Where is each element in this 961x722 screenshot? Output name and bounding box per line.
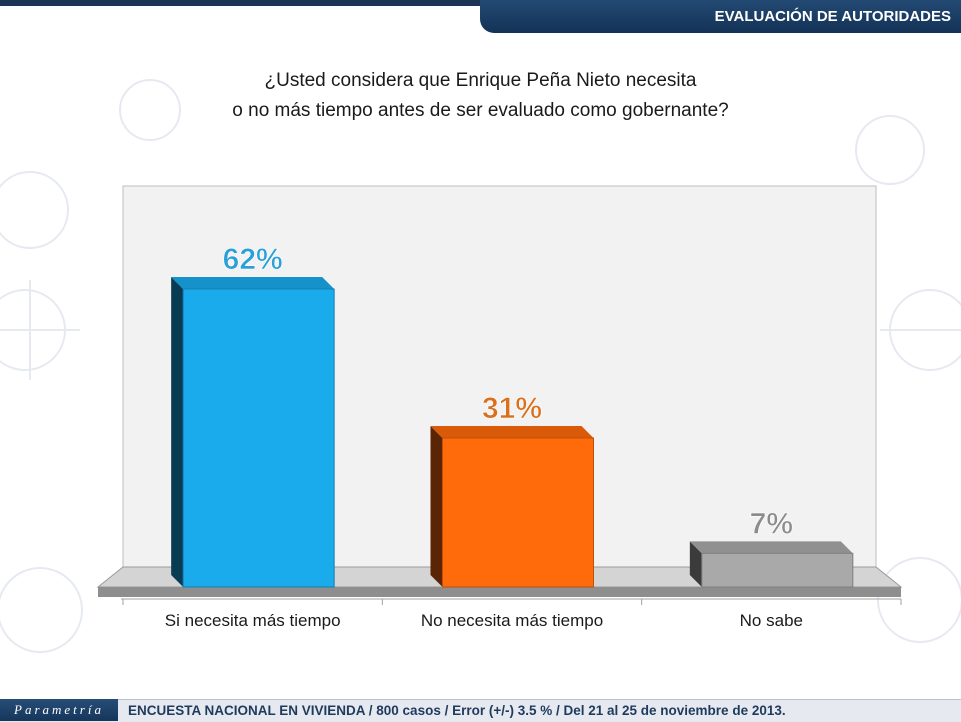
footer-brand: Parametría — [14, 702, 104, 717]
bar-value-label: 31% — [482, 392, 542, 425]
question-line-2: o no más tiempo antes de ser evaluado co… — [232, 100, 729, 121]
footer-bar — [0, 699, 961, 722]
bar — [701, 552, 854, 588]
section-title: EVALUACIÓN DE AUTORIDADES — [714, 8, 951, 25]
bar-value-label: 62% — [223, 243, 283, 276]
survey-question: ¿Usted considera que Enrique Peña Nieto … — [120, 66, 841, 126]
chart-floor-edge — [98, 587, 901, 597]
bar-top — [430, 426, 594, 438]
bar-value-label: 7% — [750, 507, 793, 540]
bar-side — [430, 426, 443, 587]
question-line-1: ¿Usted considera que Enrique Peña Nieto … — [264, 70, 697, 91]
bar-side — [171, 277, 184, 587]
category-label: No sabe — [740, 611, 803, 630]
bar — [182, 288, 335, 588]
bar — [442, 437, 594, 588]
category-label: Si necesita más tiempo — [165, 611, 341, 630]
footer-logo: Parametría — [0, 699, 118, 721]
bar-top — [689, 541, 853, 554]
bar-top — [171, 277, 335, 289]
category-label: No necesita más tiempo — [421, 611, 603, 630]
footer-survey-note: ENCUESTA NACIONAL EN VIVIENDA / 800 caso… — [128, 703, 786, 718]
section-header: EVALUACIÓN DE AUTORIDADES — [480, 0, 961, 33]
bar-side — [689, 541, 702, 587]
